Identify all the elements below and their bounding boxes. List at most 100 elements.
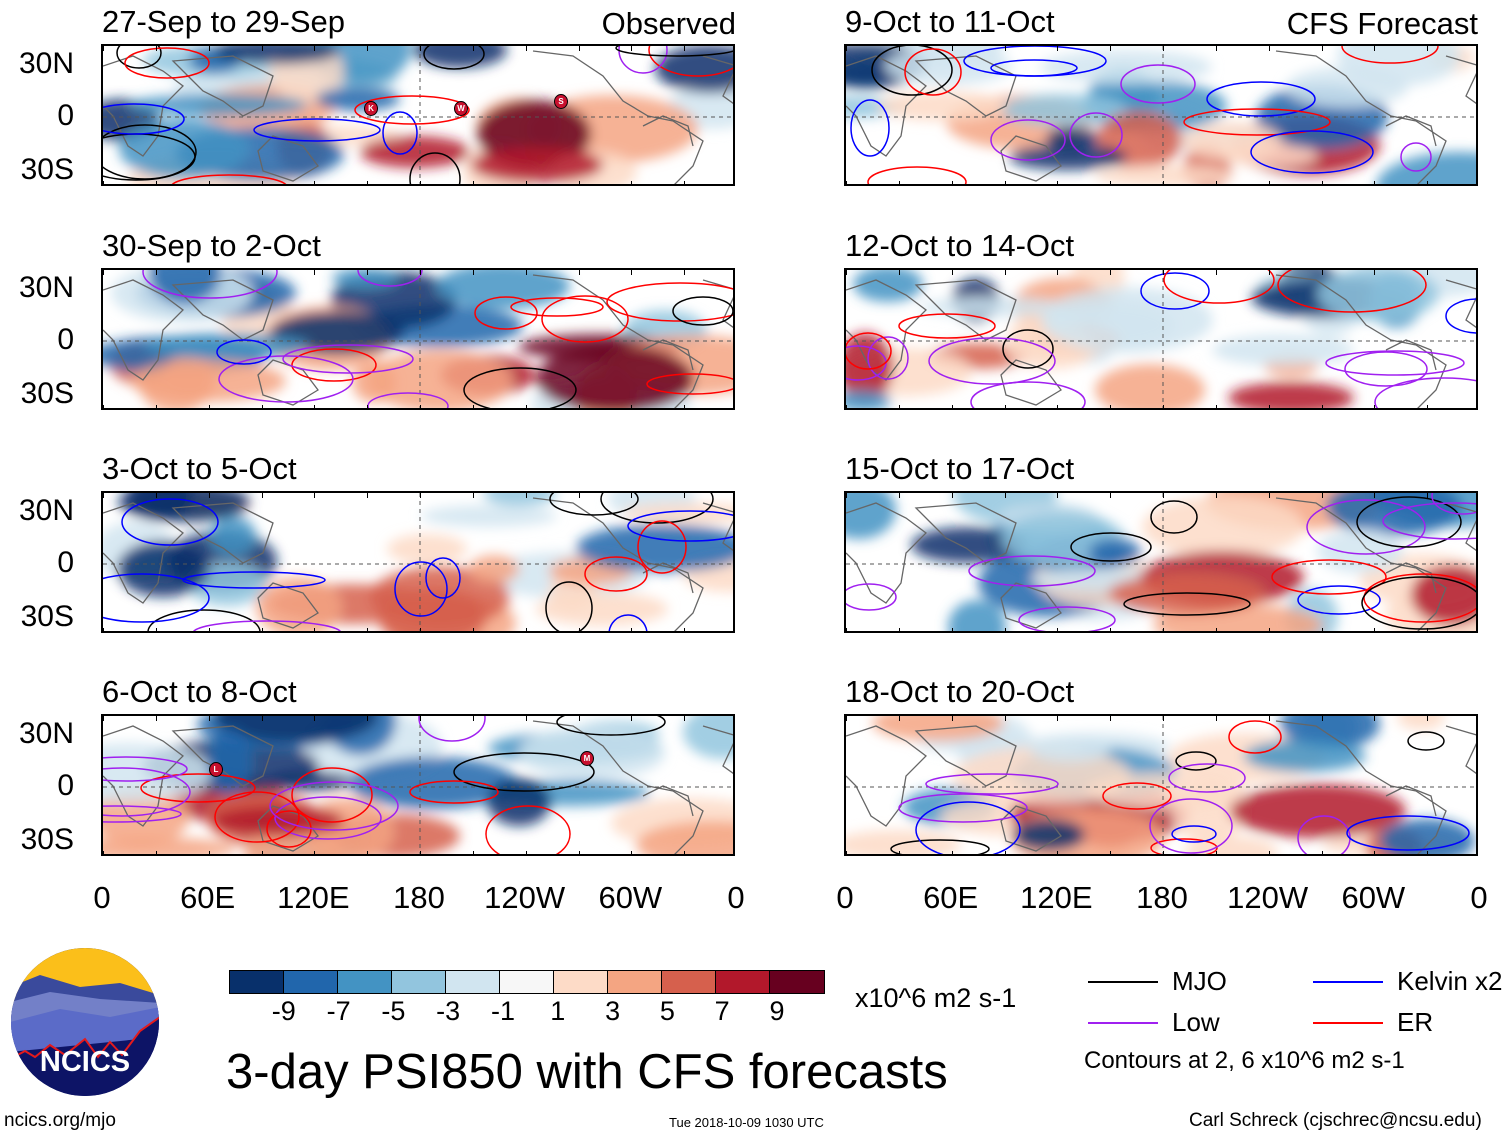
lon-label: 120E: [277, 880, 350, 915]
lat-label: 0: [57, 546, 74, 579]
colorbar-swatch: [770, 971, 824, 993]
contour: [1120, 64, 1196, 104]
anomaly-blob: [1212, 334, 1354, 366]
colorbar-swatch: [662, 971, 716, 993]
storm-marker: L: [209, 762, 223, 777]
contour: [968, 555, 1096, 587]
colorbar-tick: -7: [326, 996, 351, 1026]
lon-label: 60E: [923, 880, 979, 915]
contour: [1183, 108, 1331, 136]
contour: [1271, 559, 1387, 595]
figure-title: 3-day PSI850 with CFS forecasts: [226, 1045, 948, 1099]
contour: [627, 510, 733, 542]
colorbar-tick: 9: [769, 996, 785, 1026]
anomaly-blob: [1326, 493, 1462, 536]
contour: [182, 571, 326, 589]
lat-label: 30N: [18, 717, 74, 750]
anomaly-blob: [884, 47, 1012, 85]
anomaly-blob: [471, 147, 603, 183]
legend-label: Kelvin x2: [1397, 966, 1503, 996]
colorbar-units: x10^6 m2 s-1: [855, 983, 1017, 1013]
contour: [672, 296, 733, 326]
lon-label: 60W: [598, 880, 663, 915]
contour: [116, 46, 162, 69]
colorbar-swatch: [446, 971, 500, 993]
forecast-label: CFS Forecast: [1286, 6, 1478, 41]
website-link[interactable]: ncics.org/mjo: [4, 1110, 116, 1131]
contour: [409, 780, 499, 804]
lon-label: 60E: [180, 880, 236, 915]
observed-label: Observed: [601, 6, 736, 41]
anomaly-blob: [1182, 122, 1282, 160]
anomaly-blob: [1009, 144, 1127, 170]
anomaly-blob: [1142, 496, 1304, 558]
lat-label: 30S: [20, 377, 74, 410]
contour: [637, 520, 687, 574]
contour: [282, 344, 414, 374]
anomaly-blob: [576, 524, 733, 572]
anomaly-blob: [160, 356, 216, 398]
colorbar-tick: -3: [436, 996, 461, 1026]
legend-label: Low: [1172, 1007, 1220, 1037]
panel-title: 12-Oct to 14-Oct: [845, 228, 1075, 263]
anomaly-blob: [1040, 50, 1212, 84]
lat-label: 30S: [20, 823, 74, 856]
contour: [1297, 585, 1381, 615]
contour: [1346, 815, 1470, 851]
anomaly-blob: [421, 505, 557, 527]
anomaly-blob: [1089, 538, 1141, 566]
colorbar-tick: -1: [490, 996, 516, 1026]
lon-label: 0: [1470, 880, 1488, 915]
anomaly-blob: [387, 534, 467, 564]
legend-line: [1088, 981, 1158, 983]
contour: [1018, 606, 1116, 631]
contour: [1140, 272, 1210, 310]
map-panel: [101, 268, 735, 410]
storm-marker: K: [364, 101, 378, 116]
contour: [291, 348, 377, 382]
colorbar-swatch: [284, 971, 338, 993]
colorbar-tick: -5: [381, 996, 406, 1026]
map-panel: [101, 491, 735, 633]
contour: [1374, 377, 1476, 408]
lat-label: 0: [57, 769, 74, 802]
contour: [193, 620, 341, 631]
panel-title: 30-Sep to 2-Oct: [102, 228, 321, 263]
contour: [600, 493, 714, 524]
panel-title: 27-Sep to 29-Sep: [102, 4, 346, 39]
contour: [850, 99, 890, 157]
contour: [147, 609, 261, 631]
colorbar-swatch: [500, 971, 554, 993]
contour: [1171, 825, 1217, 843]
contour: [1341, 46, 1439, 64]
lon-label: 0: [727, 880, 745, 915]
colorbar-tick: -9: [271, 996, 296, 1026]
storm-marker: S: [554, 94, 568, 109]
contour: [216, 339, 272, 365]
contour: [1431, 493, 1476, 515]
contour: [485, 805, 571, 854]
legend-line: [1313, 1022, 1383, 1024]
anomaly-blob: [144, 333, 310, 359]
lat-label: 30N: [18, 47, 74, 80]
contour: [142, 270, 278, 299]
lon-label: 180: [1136, 880, 1188, 915]
anomaly-blob: [1041, 287, 1213, 353]
anomaly-blob: [210, 516, 256, 556]
logo-text: NCICS: [40, 1046, 130, 1078]
lon-label: 120E: [1020, 880, 1093, 915]
colorbar-tick: 3: [605, 996, 621, 1026]
map-panel: [844, 491, 1478, 633]
contour: [394, 561, 448, 617]
contour: [291, 767, 373, 823]
anomaly-blob: [469, 555, 519, 583]
contour: [171, 174, 287, 184]
credit: Carl Schreck (cjschrec@ncsu.edu): [1189, 1110, 1482, 1131]
lat-label: 30S: [20, 153, 74, 186]
anomaly-blob: [1317, 529, 1403, 573]
anomaly-blob: [846, 390, 891, 408]
map-panel: [101, 714, 735, 856]
anomaly-blob: [127, 493, 193, 521]
coastlines: [846, 720, 1476, 854]
anomaly-blob: [487, 778, 551, 826]
